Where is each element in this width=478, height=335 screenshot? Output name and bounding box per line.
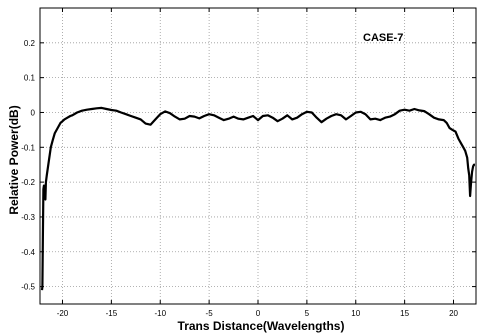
x-tick-label: 10: [351, 309, 360, 318]
case-annotation: CASE-7: [363, 32, 403, 44]
grid-lines: [40, 8, 476, 304]
x-tick-label: 0: [256, 309, 261, 318]
x-tick-label: 20: [449, 309, 458, 318]
x-tick-label: -15: [106, 309, 118, 318]
y-tick-label: -0.2: [21, 178, 35, 187]
y-tick-label: 0: [31, 108, 36, 117]
x-tick-label: -20: [57, 309, 69, 318]
y-tick-label: -0.4: [21, 248, 35, 257]
x-tick-label: 5: [305, 309, 310, 318]
y-tick-label: -0.3: [21, 213, 35, 222]
y-tick-label: 0.2: [24, 39, 36, 48]
y-tick-label: -0.1: [21, 143, 35, 152]
y-axis-title: Relative Power(dB): [7, 105, 21, 214]
x-axis-ticks: -20 -15 -10 -5 0 5 10 15 20: [57, 8, 459, 318]
y-tick-label: -0.5: [21, 283, 35, 292]
x-tick-label: -5: [206, 309, 214, 318]
x-tick-label: -10: [154, 309, 166, 318]
x-axis-title: Trans Distance(Wavelengths): [178, 319, 345, 333]
y-tick-label: 0.1: [24, 74, 36, 83]
x-tick-label: 15: [400, 309, 409, 318]
series-line: [40, 106, 476, 291]
